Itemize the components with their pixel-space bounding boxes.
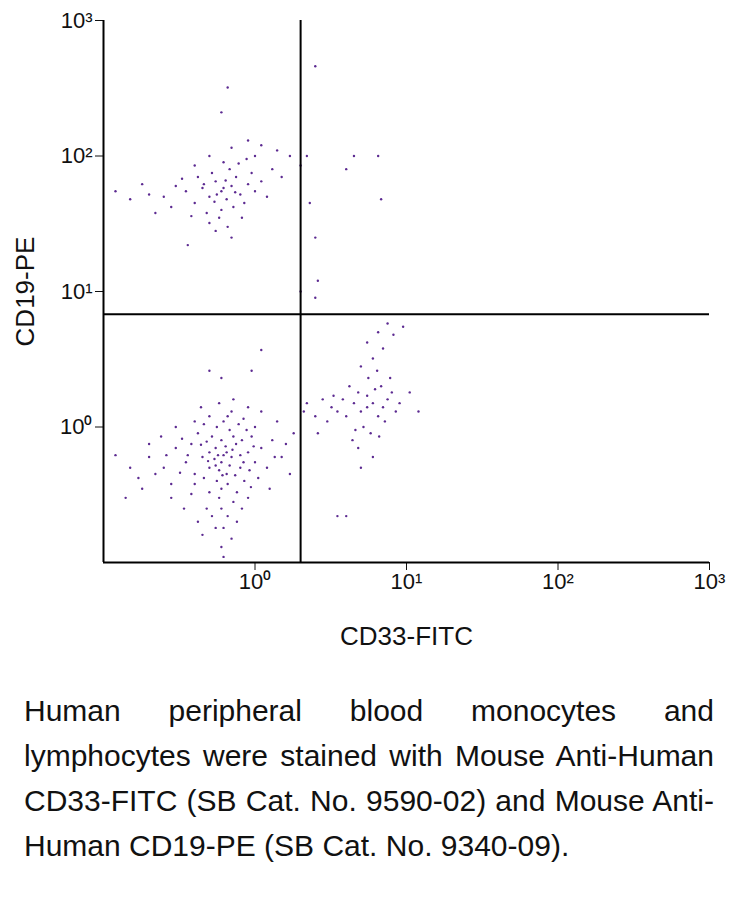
svg-text:CD33-FITC: CD33-FITC bbox=[340, 621, 473, 651]
svg-text:CD19-PE: CD19-PE bbox=[10, 237, 40, 347]
svg-text:10¹: 10¹ bbox=[61, 279, 93, 304]
svg-text:10³: 10³ bbox=[61, 8, 93, 33]
svg-text:10³: 10³ bbox=[694, 569, 726, 594]
svg-text:10¹: 10¹ bbox=[391, 569, 423, 594]
svg-text:10²: 10² bbox=[61, 143, 93, 168]
html-text:Human peripheral blood monocyt: Human peripheral blood monocytes and lym… bbox=[24, 694, 714, 862]
svg-text:10⁰: 10⁰ bbox=[60, 414, 92, 439]
svg-text:10⁰: 10⁰ bbox=[239, 569, 271, 594]
svg-text:10²: 10² bbox=[542, 569, 574, 594]
